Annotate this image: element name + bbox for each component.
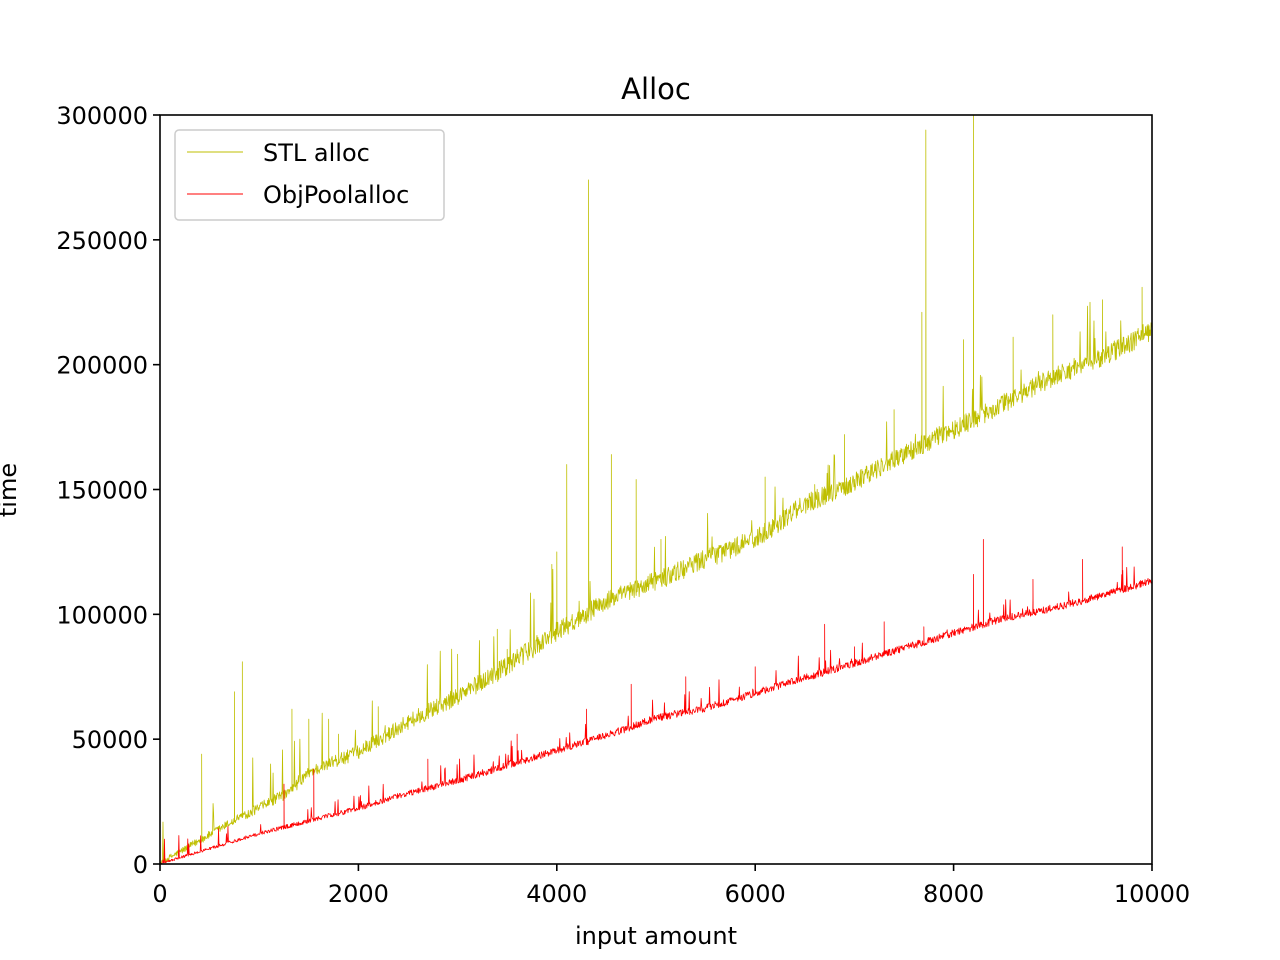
y-tick-label: 250000 [56,227,148,255]
series-line-objpoolalloc [160,539,1152,864]
x-tick-label: 6000 [725,880,786,908]
x-tick-label: 10000 [1114,880,1190,908]
y-tick-label: 150000 [56,477,148,505]
x-tick-label: 8000 [923,880,984,908]
x-axis-label: input amount [575,922,737,950]
series-layer [160,115,1152,864]
x-tick-label: 0 [152,880,167,908]
x-tick-label: 4000 [526,880,587,908]
chart-title: Alloc [621,72,691,106]
y-tick-label: 300000 [56,102,148,130]
x-axis: 0 2000 4000 6000 8000 10000 [152,864,1190,908]
series-line-stl-alloc [160,115,1152,864]
y-tick-label: 100000 [56,601,148,629]
legend: STL alloc ObjPoolalloc [174,129,445,221]
legend-label-objpoolalloc: ObjPoolalloc [263,181,409,209]
y-tick-label: 0 [133,851,148,879]
y-axis-label: time [0,463,22,517]
legend-label-stl-alloc: STL alloc [263,139,370,167]
x-tick-label: 2000 [328,880,389,908]
y-tick-label: 200000 [56,352,148,380]
y-axis: 0 50000 100000 150000 200000 250000 300000 [56,102,160,879]
y-tick-label: 50000 [72,726,148,754]
